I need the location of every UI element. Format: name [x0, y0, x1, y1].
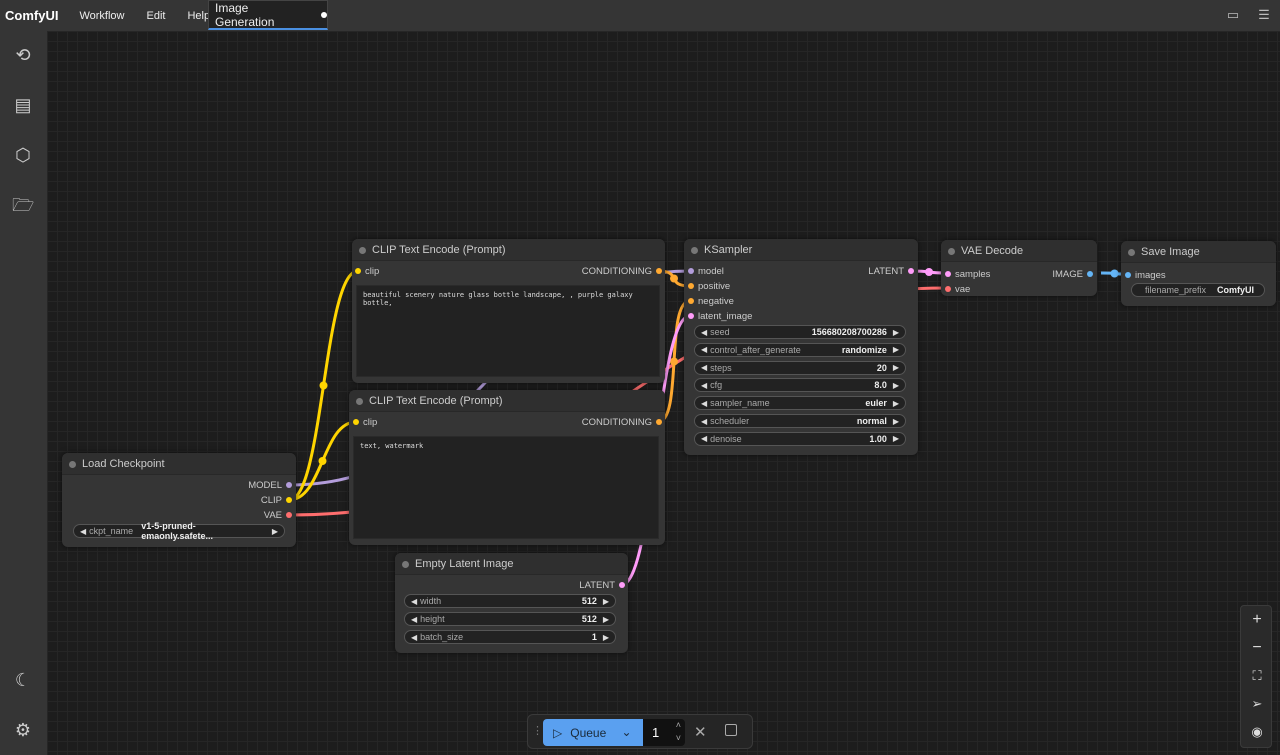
settings-gear-icon[interactable]: ⚙ [14, 720, 32, 740]
history-icon[interactable]: ⟲ [15, 45, 31, 65]
decrement-arrow-icon[interactable]: ◀ [411, 596, 418, 606]
output-conditioning[interactable]: CONDITIONING [582, 266, 662, 277]
output-vae[interactable]: VAE [264, 510, 292, 521]
widget-cfg[interactable]: ◀ cfg 8.0 ▶ [694, 378, 906, 393]
output-latent[interactable]: LATENT [579, 580, 625, 591]
library-icon[interactable]: ▤ [14, 95, 32, 115]
batch-count-input[interactable]: 1 ˄ ˅ [643, 719, 685, 746]
widget-width[interactable]: ◀ width 512 ▶ [404, 594, 616, 608]
widget-height[interactable]: ◀ height 512 ▶ [404, 612, 616, 626]
node-save-image[interactable]: Save Image images filename_prefix ComfyUI [1121, 241, 1276, 306]
widget-steps[interactable]: ◀ steps 20 ▶ [694, 360, 906, 375]
increment-arrow-icon[interactable]: ▶ [892, 434, 899, 444]
top-menu-bar: ComfyUI Workflow Edit Help Image Generat… [0, 0, 1280, 31]
queue-options-chevron-icon[interactable]: ⌄ [621, 725, 632, 739]
fit-view-icon[interactable]: ⛶ [1252, 668, 1262, 683]
increment-arrow-icon[interactable]: ▶ [892, 327, 899, 337]
decrement-arrow-icon[interactable]: ◀ [701, 345, 708, 355]
increment-arrow-icon[interactable]: ▶ [892, 345, 899, 355]
play-icon: ▷ [553, 725, 563, 740]
decrement-arrow-icon[interactable]: ◀ [701, 327, 708, 337]
zoom-in-icon[interactable]: + [1252, 611, 1262, 628]
decrement-arrow-icon[interactable]: ◀ [701, 363, 708, 373]
decrement-arrow-icon[interactable]: ◀ [411, 632, 418, 642]
input-clip[interactable]: clip [355, 266, 379, 277]
increment-arrow-icon[interactable]: ▶ [892, 363, 899, 373]
input-samples[interactable]: samples [945, 269, 990, 280]
output-clip[interactable]: CLIP [261, 495, 292, 506]
increment-arrow-icon[interactable]: ▶ [602, 596, 609, 606]
queue-toolbar: ⋮ ▷ Queue ⌄ 1 ˄ ˅ ✕ [527, 714, 753, 749]
widget-sampler-name[interactable]: ◀ sampler_name euler ▶ [694, 396, 906, 411]
node-title[interactable]: CLIP Text Encode (Prompt) [349, 390, 665, 412]
node-title[interactable]: Empty Latent Image [395, 553, 628, 575]
bottom-panel-toggle-icon[interactable]: ▭ [1226, 7, 1240, 22]
input-vae[interactable]: vae [945, 284, 970, 295]
widget-scheduler[interactable]: ◀ scheduler normal ▶ [694, 414, 906, 428]
widget-filename-prefix[interactable]: filename_prefix ComfyUI [1131, 283, 1265, 297]
queue-button[interactable]: ▷ Queue [543, 719, 643, 746]
model-cube-icon[interactable]: ⬡ [15, 145, 31, 165]
node-vae-decode[interactable]: VAE Decode samples vae IMAGE [941, 240, 1097, 296]
node-ksampler[interactable]: KSampler model positive negative latent_… [684, 239, 918, 455]
node-empty-latent-image[interactable]: Empty Latent Image LATENT ◀ width 512 ▶ ◀ hei… [395, 553, 628, 653]
canvas-controls: + − ⛶ ➢ ◉ [1240, 605, 1272, 748]
node-title[interactable]: Save Image [1121, 241, 1276, 263]
stepper-icon[interactable]: ˄ ˅ [675, 720, 681, 743]
node-clip-text-encode-positive[interactable]: CLIP Text Encode (Prompt) clip CONDITION… [352, 239, 665, 383]
sidebar: ⟲ ▤ ⬡ 🗁 ☾ ⚙ [0, 31, 47, 755]
input-images[interactable]: images [1125, 270, 1166, 281]
decrement-arrow-icon[interactable]: ◀ [701, 416, 708, 426]
stop-square-icon[interactable] [725, 724, 737, 736]
node-title[interactable]: VAE Decode [941, 240, 1097, 262]
prompt-textarea[interactable]: beautiful scenery nature glass bottle la… [356, 285, 660, 377]
output-model[interactable]: MODEL [248, 480, 292, 491]
prompt-textarea[interactable]: text, watermark [353, 436, 659, 539]
increment-arrow-icon[interactable]: ▶ [892, 416, 899, 426]
cancel-x-icon[interactable]: ✕ [694, 724, 707, 741]
select-mode-arrow-icon[interactable]: ➢ [1251, 696, 1263, 711]
widget-seed[interactable]: ◀ seed 156680208700286 ▶ [694, 325, 906, 339]
output-latent[interactable]: LATENT [868, 266, 914, 277]
theme-moon-icon[interactable]: ☾ [14, 670, 32, 690]
decrement-arrow-icon[interactable]: ◀ [701, 380, 708, 390]
node-clip-text-encode-negative[interactable]: CLIP Text Encode (Prompt) clip CONDITION… [349, 390, 665, 545]
decrement-arrow-icon[interactable]: ◀ [411, 614, 418, 624]
widget-control-after-generate[interactable]: ◀ control_after_generate randomize ▶ [694, 342, 906, 357]
node-load-checkpoint[interactable]: Load Checkpoint MODEL CLIP VAE ◀ ckpt_nam… [62, 453, 296, 547]
unsaved-dot-icon [321, 11, 327, 18]
decrement-arrow-icon[interactable]: ◀ [701, 398, 708, 408]
menu-workflow[interactable]: Workflow [79, 9, 125, 22]
increment-arrow-icon[interactable]: ▶ [892, 398, 899, 408]
menu-help[interactable]: Help [187, 9, 211, 22]
node-title[interactable]: Load Checkpoint [62, 453, 296, 475]
widget-ckpt-name[interactable]: ◀ ckpt_name v1-5-pruned-emaonly.safete... ▶ [73, 521, 285, 541]
node-title[interactable]: KSampler [684, 239, 918, 261]
input-negative[interactable]: negative [688, 296, 734, 307]
widget-batch-size[interactable]: ◀ batch_size 1 ▶ [404, 630, 616, 644]
increment-arrow-icon[interactable]: ▶ [892, 380, 899, 390]
menu-edit[interactable]: Edit [146, 9, 166, 22]
input-positive[interactable]: positive [688, 281, 730, 292]
hamburger-menu-icon[interactable]: ☰ [1258, 7, 1270, 22]
input-clip[interactable]: clip [353, 417, 377, 428]
increment-arrow-icon[interactable]: ▶ [602, 614, 609, 624]
increment-arrow-icon[interactable]: ▶ [602, 632, 609, 642]
node-title[interactable]: CLIP Text Encode (Prompt) [352, 239, 665, 261]
toggle-links-eye-icon[interactable]: ◉ [1251, 724, 1263, 739]
folder-open-icon[interactable]: 🗁 [12, 195, 35, 215]
zoom-out-icon[interactable]: − [1252, 639, 1262, 656]
widget-denoise[interactable]: ◀ denoise 1.00 ▶ [694, 431, 906, 446]
input-model[interactable]: model [688, 266, 724, 277]
output-image[interactable]: IMAGE [1052, 269, 1093, 280]
decrement-arrow-icon[interactable]: ◀ [701, 434, 708, 444]
app-logo: ComfyUI [5, 8, 59, 23]
output-conditioning[interactable]: CONDITIONING [582, 417, 662, 428]
tab-label: Image Generation [215, 0, 275, 29]
input-latent-image[interactable]: latent_image [688, 311, 752, 322]
drag-handle-icon[interactable]: ⋮ [532, 725, 543, 737]
tab-image-generation[interactable]: Image Generation [208, 0, 328, 30]
